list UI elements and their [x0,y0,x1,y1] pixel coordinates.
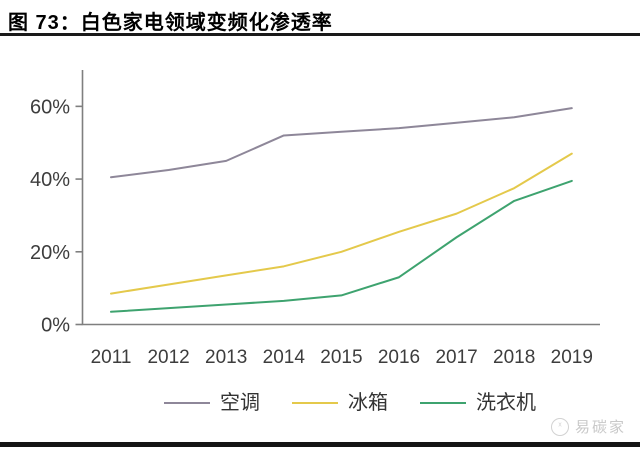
x-tick-label: 2017 [435,347,477,368]
x-tick-label: 2014 [263,347,306,368]
x-tick-label: 2019 [551,347,593,368]
legend-item-1: 冰箱 [292,393,388,413]
legend-swatch-2 [420,402,466,404]
title-rule [0,33,640,36]
x-tick-label: 2015 [320,347,362,368]
watermark: ˣ 易碳家 [550,416,626,437]
figure-title: 图 73：白色家电领域变频化渗透率 [8,12,333,34]
legend-item-2: 洗衣机 [420,393,536,413]
legend-label-1: 冰箱 [348,392,388,414]
y-tick-label: 40% [30,169,70,191]
series-line-2 [110,179,573,313]
x-tick-label: 2016 [378,347,420,368]
line-chart: 0% 20% 40% 60% 2011 2012 2013 2014 2015 2016 2017 2… [30,70,600,368]
x-tick-label: 2018 [493,347,535,368]
legend-swatch-0 [164,402,210,404]
x-tick-label: 2012 [147,347,189,368]
y-tick-label: 60% [30,96,70,118]
legend-label-0: 空调 [220,392,260,414]
series-line-1 [110,152,573,295]
y-tick-label: 20% [30,242,70,264]
legend-item-0: 空调 [164,393,260,413]
bird-logo-icon: ˣ [550,417,569,436]
x-tick-label: 2013 [205,347,247,368]
watermark-text: 易碳家 [574,419,626,436]
series-line-0 [110,107,573,179]
x-tick-label: 2011 [91,347,132,368]
legend-swatch-1 [292,402,338,404]
bottom-bar [0,442,640,447]
y-tick-label: 0% [41,315,70,337]
legend: 空调 冰箱 洗衣机 [0,390,640,416]
legend-label-2: 洗衣机 [476,392,536,414]
